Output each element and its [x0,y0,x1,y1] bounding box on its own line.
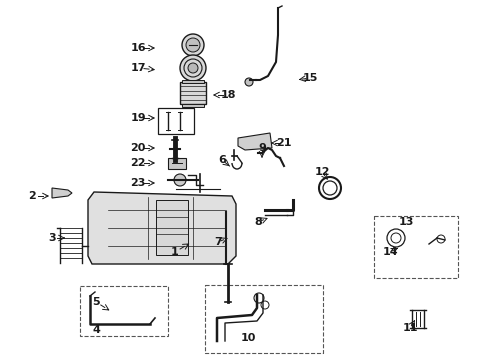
Text: 14: 14 [382,247,397,257]
Text: 3: 3 [48,233,56,243]
Circle shape [174,174,185,186]
Text: 6: 6 [218,155,225,165]
Polygon shape [238,133,271,150]
Text: 16: 16 [130,43,145,53]
Circle shape [187,63,198,73]
Text: 2: 2 [28,191,36,201]
Text: 21: 21 [276,138,291,148]
Bar [204,285,323,353]
Text: 18: 18 [220,90,235,100]
Text: 1: 1 [171,247,179,257]
Text: 10: 10 [240,333,255,343]
Text: 12: 12 [314,167,329,177]
Bar [373,216,457,278]
Text: 22: 22 [130,158,145,168]
Polygon shape [88,192,236,264]
Bar [80,286,168,336]
Bar [182,80,203,83]
Text: 7: 7 [214,237,222,247]
Text: 13: 13 [398,217,413,227]
Text: 17: 17 [130,63,145,73]
Bar [182,104,203,107]
Circle shape [185,38,200,52]
Bar [156,200,187,255]
Text: 9: 9 [258,143,265,153]
Polygon shape [52,188,72,198]
Text: 19: 19 [130,113,145,123]
Text: 23: 23 [130,178,145,188]
Bar [180,82,205,104]
Bar [168,158,185,169]
Text: 11: 11 [402,323,417,333]
Text: 4: 4 [92,325,100,335]
Circle shape [182,34,203,56]
Text: 15: 15 [302,73,317,83]
Text: 20: 20 [130,143,145,153]
Bar [158,108,194,134]
Text: 5: 5 [92,297,100,307]
Circle shape [244,78,252,86]
Circle shape [180,55,205,81]
Text: 8: 8 [254,217,262,227]
